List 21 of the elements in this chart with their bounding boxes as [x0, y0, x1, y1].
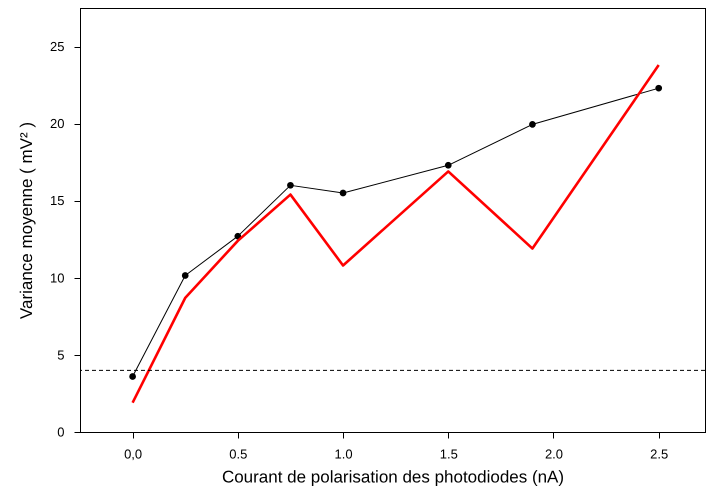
- y-tick-label: 25: [50, 39, 64, 54]
- y-tick-label: 5: [57, 347, 64, 362]
- x-tick-label: 1.0: [334, 446, 353, 462]
- x-tick-label: 0.5: [229, 446, 248, 462]
- point: [529, 121, 536, 128]
- x-tick-label: 0,0: [124, 446, 142, 462]
- x-axis-title: Courant de polarisation des photodiodes (nA): [222, 468, 564, 486]
- point: [655, 84, 662, 92]
- y-tick-label: 20: [50, 116, 64, 132]
- point: [340, 190, 346, 196]
- point: [182, 272, 189, 279]
- x-tick-label: 2.0: [544, 446, 564, 462]
- x-tick-label: 2.5: [650, 446, 668, 462]
- y-axis-title: Variance moyenne ( mV² ): [17, 122, 36, 320]
- point: [444, 162, 452, 169]
- y-tick-label: 15: [50, 193, 64, 208]
- x-tick-label: 1.5: [440, 446, 458, 462]
- y-tick-label: 10: [50, 270, 64, 286]
- y-tick-label: 0: [57, 424, 64, 440]
- point: [129, 373, 136, 380]
- point: [287, 182, 294, 189]
